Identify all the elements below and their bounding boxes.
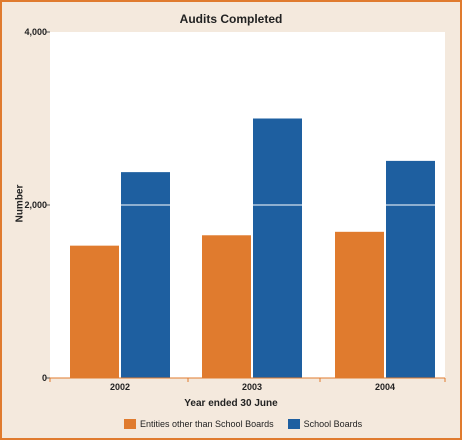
bar xyxy=(253,118,302,378)
bar xyxy=(386,160,435,378)
x-axis-label: Year ended 30 June xyxy=(184,398,278,409)
legend-swatch-school-boards xyxy=(287,419,300,429)
legend-item-school-boards: School Boards xyxy=(287,419,363,429)
bar xyxy=(121,172,170,378)
y-tick-label: 4,000 xyxy=(24,27,47,37)
x-tick-label: 2004 xyxy=(375,382,395,392)
bar xyxy=(335,231,384,378)
chart-title: Audits Completed xyxy=(179,12,283,26)
x-tick-label: 2003 xyxy=(242,382,262,392)
legend-label-school-boards: School Boards xyxy=(303,419,363,429)
y-tick-label: 2,000 xyxy=(24,200,47,210)
y-tick-label: 0 xyxy=(42,373,47,383)
y-axis-label: Number xyxy=(14,184,26,223)
bar xyxy=(70,245,119,378)
legend-swatch-entities xyxy=(124,419,136,429)
legend-label-entities: Entities other than School Boards xyxy=(140,419,274,429)
legend: Entities other than School Boards School… xyxy=(124,417,376,431)
legend-item-entities: Entities other than School Boards xyxy=(124,419,274,429)
bar xyxy=(202,235,251,378)
x-tick-label: 2002 xyxy=(110,382,130,392)
